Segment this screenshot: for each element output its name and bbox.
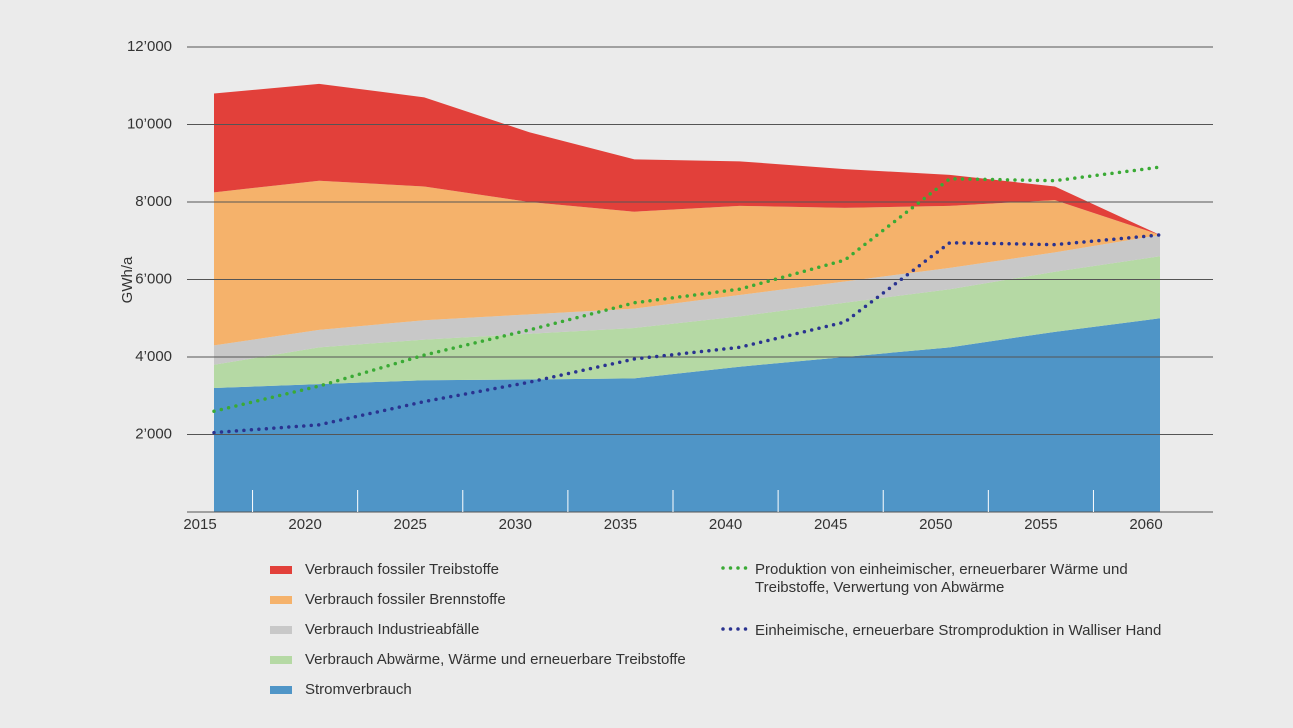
legend-label: Verbrauch fossiler Treibstoffe	[305, 561, 499, 578]
legend-item: Produktion von einheimischer, erneuerbar…	[720, 561, 1190, 597]
legend-key	[270, 596, 292, 604]
area	[214, 318, 1160, 512]
area	[214, 234, 1160, 365]
lines	[212, 165, 1162, 435]
x-tick-label: 2020	[288, 516, 321, 533]
y-axis-label: GWh/a	[119, 256, 136, 303]
grid	[187, 46, 1213, 513]
x-tick-label: 2050	[919, 516, 952, 533]
legend-item: Verbrauch fossiler Brennstoffe	[270, 591, 690, 609]
legend-key	[270, 626, 292, 634]
x-tick-label: 2045	[814, 516, 847, 533]
legend-item: Verbrauch fossiler Treibstoffe	[270, 561, 690, 579]
legend-item: Verbrauch Industrieabfälle	[270, 621, 690, 639]
x-tick-label: 2015	[183, 516, 216, 533]
y-tick-label: 12’000	[127, 38, 172, 55]
legend-label: Verbrauch Abwärme, Wärme und erneuerbare…	[305, 651, 686, 668]
x-tick-label: 2055	[1024, 516, 1057, 533]
legend-label: Stromverbrauch	[305, 681, 412, 698]
x-tick-label: 2025	[394, 516, 427, 533]
x-tick-label: 2040	[709, 516, 742, 533]
legend-label: Verbrauch Industrieabfälle	[305, 621, 480, 638]
legend-key	[270, 686, 292, 694]
legend-lines: Produktion von einheimischer, erneuerbar…	[720, 561, 1190, 665]
area	[214, 180, 1160, 346]
legend-key	[720, 624, 748, 634]
y-tick-label: 8’000	[135, 193, 172, 210]
legend-key	[270, 566, 292, 574]
y-tick-label: 2’000	[135, 425, 172, 442]
x-tick-label: 2035	[604, 516, 637, 533]
legend-key	[270, 656, 292, 664]
legend-label: Produktion von einheimischer, erneuerbar…	[755, 561, 1128, 596]
legend-item: Stromverbrauch	[270, 681, 690, 699]
y-tick-label: 6’000	[135, 270, 172, 287]
x-tick-label: 2060	[1129, 516, 1162, 533]
y-tick-label: 4’000	[135, 348, 172, 365]
areas	[214, 83, 1160, 512]
line	[212, 165, 1162, 413]
line	[212, 233, 1162, 435]
legend-item: Einheimische, erneuerbare Stromproduktio…	[720, 622, 1190, 640]
x-tick-label: 2030	[499, 516, 532, 533]
legend-label: Einheimische, erneuerbare Stromproduktio…	[755, 622, 1162, 639]
y-tick-label: 10’000	[127, 115, 172, 132]
legend-label: Verbrauch fossiler Brennstoffe	[305, 591, 506, 608]
legend-key	[720, 563, 748, 573]
legend-areas: Verbrauch fossiler Treibstoffe Verbrauch …	[270, 561, 690, 711]
legend-item: Verbrauch Abwärme, Wärme und erneuerbare…	[270, 651, 690, 669]
